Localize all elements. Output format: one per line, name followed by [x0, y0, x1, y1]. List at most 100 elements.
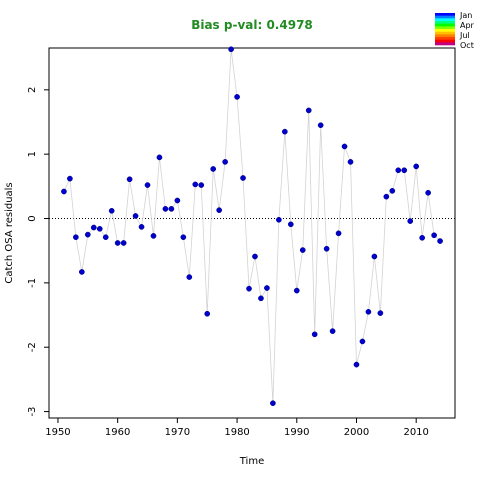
residual-point — [150, 233, 157, 239]
residual-point — [180, 234, 187, 241]
residual-point — [222, 159, 228, 165]
residual-point — [377, 310, 384, 316]
residual-point — [234, 94, 240, 100]
legend-color-swatch — [435, 34, 455, 38]
residual-point — [228, 46, 234, 53]
residual-point — [61, 188, 67, 195]
legend-color-swatch — [435, 23, 455, 27]
residual-point — [258, 295, 264, 302]
legend-color-swatch — [435, 37, 455, 40]
legend-color-swatch — [435, 18, 455, 22]
x-tick-label: 2000 — [344, 427, 369, 438]
residual-point — [96, 225, 103, 232]
y-tick-label: -2 — [27, 342, 38, 352]
residual-point — [395, 167, 402, 174]
x-tick-label: 1990 — [284, 427, 309, 438]
residual-point — [317, 122, 324, 129]
residual-point — [198, 182, 205, 188]
x-tick-label: 2010 — [403, 427, 428, 438]
residual-point — [281, 128, 288, 135]
residual-point — [371, 253, 378, 260]
legend-color-swatch — [435, 13, 455, 16]
residual-point — [341, 143, 348, 150]
legend-color-swatch — [435, 42, 455, 46]
residual-point — [425, 189, 431, 196]
residual-point — [126, 176, 133, 183]
legend-color-swatch — [435, 31, 455, 35]
residual-point — [299, 247, 306, 253]
residual-point — [401, 167, 408, 174]
y-tick-label: 0 — [27, 215, 38, 221]
residual-point — [293, 287, 300, 294]
residual-point — [216, 207, 223, 214]
residual-point — [353, 361, 360, 368]
x-tick-label: 1950 — [45, 427, 70, 438]
residual-point — [431, 232, 437, 239]
residual-point — [108, 207, 115, 214]
residual-point — [264, 285, 270, 291]
residual-point — [210, 166, 217, 172]
y-tick-label: 2 — [27, 87, 38, 93]
residual-point — [144, 182, 151, 188]
residual-point — [67, 175, 73, 182]
y-axis: -3 -2 -1 0 1 2 — [27, 87, 50, 417]
legend-label: Oct — [460, 41, 474, 50]
residual-points — [61, 46, 443, 407]
residual-point — [359, 338, 366, 345]
x-axis: 1950 1960 1970 1980 1990 2000 2010 — [45, 417, 429, 438]
y-tick-label: 1 — [27, 151, 38, 157]
legend-color-swatch — [435, 15, 455, 19]
residual-point — [114, 240, 121, 246]
residual-point — [323, 245, 330, 252]
residual-point — [419, 234, 426, 241]
residual-point — [347, 159, 354, 165]
residual-point — [120, 240, 127, 246]
residual-connector-line — [63, 49, 441, 404]
residual-point — [407, 218, 414, 224]
plot-frame — [48, 47, 456, 419]
residual-point — [90, 224, 97, 231]
residual-point — [311, 331, 318, 338]
residual-point — [270, 400, 276, 407]
legend-label: Jan — [459, 11, 472, 20]
residual-point — [174, 197, 181, 204]
residual-point — [240, 175, 246, 181]
residual-point — [365, 308, 372, 315]
residual-point — [186, 274, 193, 280]
residual-point — [389, 188, 396, 194]
legend-color-swatch — [435, 21, 455, 24]
x-tick-label: 1980 — [224, 427, 249, 438]
legend-color-swatch — [435, 26, 455, 30]
residual-point — [84, 231, 91, 238]
residual-point — [73, 234, 79, 241]
residual-point — [335, 230, 342, 237]
legend-color-swatch — [435, 29, 455, 32]
residual-point — [437, 238, 443, 244]
residual-point — [192, 181, 199, 188]
residual-point — [305, 107, 312, 114]
residual-point — [252, 253, 258, 260]
residual-point — [156, 154, 163, 161]
residual-point — [287, 221, 294, 228]
residual-point — [168, 206, 175, 212]
y-axis-label: Catch OSA residuals — [4, 182, 15, 283]
residual-point — [162, 206, 169, 212]
chart-title: Bias p-val: 0.4978 — [191, 18, 313, 32]
residual-point — [138, 224, 145, 230]
x-tick-label: 1970 — [165, 427, 190, 438]
residual-point — [329, 328, 336, 334]
y-tick-label: -1 — [27, 278, 38, 288]
legend-label: Apr — [460, 21, 475, 30]
residual-point — [413, 163, 420, 170]
residual-point — [78, 269, 85, 275]
residual-point — [383, 193, 390, 200]
legend-label: Jul — [459, 31, 470, 40]
residual-point — [132, 213, 139, 219]
x-axis-label: Time — [239, 456, 264, 467]
residual-point — [246, 285, 252, 292]
residual-point — [102, 234, 109, 241]
x-tick-label: 1960 — [105, 427, 130, 438]
y-tick-label: -3 — [27, 407, 38, 417]
